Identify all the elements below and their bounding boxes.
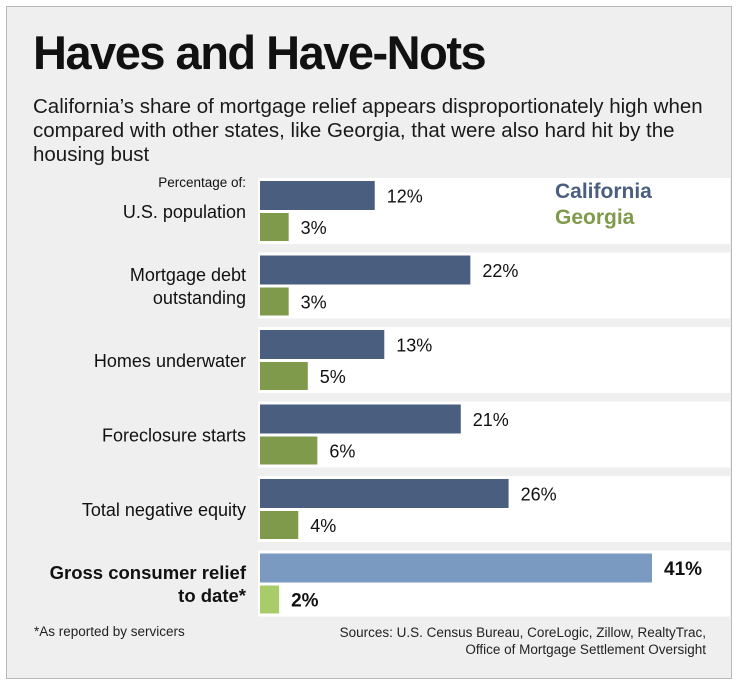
- bar-georgia: [260, 362, 308, 390]
- sources-credit: Sources: U.S. Census Bureau, CoreLogic, …: [340, 624, 706, 658]
- value-label-georgia: 4%: [310, 516, 336, 536]
- category-label: to date*: [178, 585, 247, 606]
- value-label-georgia: 2%: [291, 591, 319, 612]
- chart-subtitle: California’s share of mortgage relief ap…: [33, 95, 703, 166]
- category-header: Percentage of:: [158, 175, 246, 190]
- bar-georgia: [260, 585, 280, 614]
- bar-california: [260, 553, 652, 583]
- bar-california: [260, 479, 509, 508]
- legend-california: California: [555, 180, 652, 203]
- value-label-california: 13%: [396, 336, 432, 356]
- bar-georgia: [260, 511, 299, 539]
- value-label-georgia: 6%: [329, 442, 355, 462]
- category-label: outstanding: [153, 288, 246, 308]
- bar-california: [260, 255, 471, 285]
- bar-california: [260, 181, 375, 210]
- value-label-california: 21%: [473, 410, 509, 430]
- bar-california: [260, 330, 385, 359]
- category-label: Foreclosure starts: [102, 426, 246, 446]
- value-label-california: 22%: [482, 261, 518, 281]
- sources-line-1: Sources: U.S. Census Bureau, CoreLogic, …: [339, 625, 706, 640]
- category-label: Homes underwater: [94, 351, 246, 371]
- category-label: Total negative equity: [82, 500, 246, 520]
- category-label: Gross consumer relief: [50, 562, 247, 583]
- value-label-georgia: 3%: [301, 293, 327, 313]
- bar-georgia: [260, 436, 318, 465]
- chart-title: Haves and Have-Nots: [33, 26, 487, 79]
- value-label-georgia: 3%: [301, 218, 327, 238]
- category-label: U.S. population: [123, 202, 246, 222]
- legend-georgia: Georgia: [555, 206, 635, 229]
- value-label-california: 26%: [521, 485, 557, 505]
- value-label-georgia: 5%: [320, 367, 346, 387]
- value-label-california: 41%: [664, 559, 702, 580]
- sources-line-2: Office of Mortgage Settlement Oversight: [465, 642, 706, 657]
- bar-georgia: [260, 287, 289, 316]
- value-label-california: 12%: [387, 187, 423, 207]
- bar-georgia: [260, 213, 289, 241]
- category-label: Mortgage debt: [130, 265, 246, 285]
- bar-california: [260, 404, 461, 434]
- footnote: *As reported by servicers: [34, 624, 185, 639]
